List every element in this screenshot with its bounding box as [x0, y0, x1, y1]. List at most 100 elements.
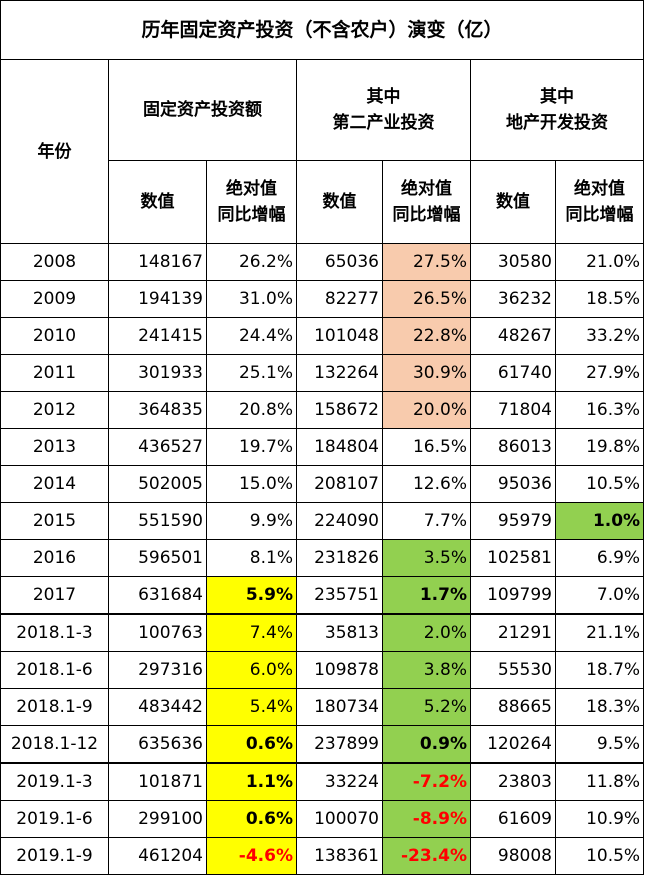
- secondary-group-header: 其中 第二产业投资: [296, 59, 471, 161]
- realestate-growth-cell: 1.0%: [554, 502, 645, 540]
- year-cell: 2010: [0, 317, 109, 355]
- secondary-value-cell: 208107: [296, 465, 383, 503]
- realestate-value-cell: 88665: [470, 688, 556, 726]
- fai-value-cell: 100763: [108, 613, 207, 652]
- realestate-growth-header: 绝对值 同比增幅: [554, 160, 645, 244]
- secondary-value-cell: 109878: [296, 651, 383, 689]
- fai-value-cell: 502005: [108, 465, 207, 503]
- fai-growth-header: 绝对值 同比增幅: [206, 160, 297, 244]
- realestate-growth-cell: 11.8%: [554, 762, 645, 801]
- table-row: 2012 364835 20.8% 158672 20.0% 71804 16.…: [0, 391, 645, 429]
- fai-value-cell: 551590: [108, 502, 207, 540]
- secondary-group-header-line2: 第二产业投资: [332, 113, 435, 133]
- secondary-growth-cell: 7.7%: [382, 502, 471, 540]
- fai-value-cell: 299100: [108, 800, 207, 838]
- realestate-value-cell: 95979: [470, 502, 556, 540]
- year-cell: 2016: [0, 539, 109, 577]
- secondary-value-cell: 224090: [296, 502, 383, 540]
- fai-growth-cell: 9.9%: [206, 502, 297, 540]
- fai-value-cell: 436527: [108, 428, 207, 466]
- table-row: 2010 241415 24.4% 101048 22.8% 48267 33.…: [0, 317, 645, 355]
- fai-growth-cell: 5.9%: [206, 576, 297, 615]
- fai-growth-header-line2: 同比增幅: [217, 205, 286, 225]
- table-row: 2018.1-12 635636 0.6% 237899 0.9% 120264…: [0, 725, 645, 764]
- table-row: 2013 436527 19.7% 184804 16.5% 86013 19.…: [0, 428, 645, 466]
- secondary-value-cell: 100070: [296, 800, 383, 838]
- secondary-growth-cell: 3.8%: [382, 651, 471, 689]
- realestate-value-cell: 55530: [470, 651, 556, 689]
- secondary-growth-header-line1: 绝对值: [401, 179, 452, 199]
- secondary-group-header-line1: 其中: [366, 87, 401, 107]
- secondary-growth-cell: 5.2%: [382, 688, 471, 726]
- year-cell: 2013: [0, 428, 109, 466]
- year-cell: 2018.1-9: [0, 688, 109, 726]
- secondary-value-cell: 138361: [296, 837, 383, 875]
- realestate-value-cell: 95036: [470, 465, 556, 503]
- realestate-growth-cell: 18.5%: [554, 280, 645, 318]
- table-row: 2018.1-3 100763 7.4% 35813 2.0% 21291 21…: [0, 613, 645, 652]
- fai-value-cell: 596501: [108, 539, 207, 577]
- fai-growth-cell: 26.2%: [206, 243, 297, 281]
- realestate-growth-cell: 18.7%: [554, 651, 645, 689]
- fai-value-cell: 364835: [108, 391, 207, 429]
- year-cell: 2009: [0, 280, 109, 318]
- secondary-growth-cell: 27.5%: [382, 243, 471, 281]
- secondary-growth-cell: 22.8%: [382, 317, 471, 355]
- secondary-value-cell: 82277: [296, 280, 383, 318]
- fai-value-cell: 301933: [108, 354, 207, 392]
- year-cell: 2014: [0, 465, 109, 503]
- realestate-growth-cell: 21.1%: [554, 613, 645, 652]
- secondary-value-cell: 132264: [296, 354, 383, 392]
- realestate-value-cell: 30580: [470, 243, 556, 281]
- fai-value-cell: 631684: [108, 576, 207, 615]
- realestate-value-cell: 61740: [470, 354, 556, 392]
- realestate-growth-cell: 33.2%: [554, 317, 645, 355]
- fai-value-cell: 635636: [108, 725, 207, 764]
- realestate-growth-header-line2: 同比增幅: [565, 205, 634, 225]
- secondary-growth-cell: 20.0%: [382, 391, 471, 429]
- realestate-value-cell: 98008: [470, 837, 556, 875]
- secondary-growth-header: 绝对值 同比增幅: [382, 160, 471, 244]
- year-cell: 2015: [0, 502, 109, 540]
- secondary-growth-cell: 3.5%: [382, 539, 471, 577]
- secondary-value-cell: 65036: [296, 243, 383, 281]
- secondary-growth-header-line2: 同比增幅: [392, 205, 461, 225]
- secondary-value-cell: 101048: [296, 317, 383, 355]
- table-row: 2019.1-9 461204 -4.6% 138361 -23.4% 9800…: [0, 837, 645, 875]
- secondary-value-cell: 180734: [296, 688, 383, 726]
- realestate-group-header-line2: 地产开发投资: [506, 113, 609, 133]
- secondary-growth-cell: 30.9%: [382, 354, 471, 392]
- realestate-value-cell: 23803: [470, 762, 556, 801]
- secondary-value-cell: 33224: [296, 762, 383, 801]
- table-row: 2016 596501 8.1% 231826 3.5% 102581 6.9%: [0, 539, 645, 577]
- year-cell: 2018.1-12: [0, 725, 109, 764]
- fai-growth-cell: 1.1%: [206, 762, 297, 801]
- year-cell: 2008: [0, 243, 109, 281]
- year-cell: 2011: [0, 354, 109, 392]
- fai-growth-cell: 5.4%: [206, 688, 297, 726]
- table-row: 2008 148167 26.2% 65036 27.5% 30580 21.0…: [0, 243, 645, 281]
- year-header: 年份: [0, 59, 109, 244]
- year-cell: 2019.1-3: [0, 762, 109, 801]
- table-row: 2019.1-3 101871 1.1% 33224 -7.2% 23803 1…: [0, 762, 645, 801]
- secondary-value-cell: 35813: [296, 613, 383, 652]
- year-cell: 2012: [0, 391, 109, 429]
- realestate-value-cell: 102581: [470, 539, 556, 577]
- secondary-value-cell: 184804: [296, 428, 383, 466]
- fai-growth-cell: 19.7%: [206, 428, 297, 466]
- realestate-value-cell: 71804: [470, 391, 556, 429]
- fai-growth-cell: 0.6%: [206, 800, 297, 838]
- fai-value-cell: 241415: [108, 317, 207, 355]
- fai-group-header: 固定资产投资额: [108, 59, 297, 161]
- secondary-growth-cell: 2.0%: [382, 613, 471, 652]
- fai-growth-header-line1: 绝对值: [226, 179, 277, 199]
- realestate-value-cell: 61609: [470, 800, 556, 838]
- fai-growth-cell: 15.0%: [206, 465, 297, 503]
- realestate-value-cell: 21291: [470, 613, 556, 652]
- year-cell: 2019.1-6: [0, 800, 109, 838]
- fai-growth-cell: 6.0%: [206, 651, 297, 689]
- secondary-value-cell: 237899: [296, 725, 383, 764]
- table-row: 2018.1-6 297316 6.0% 109878 3.8% 55530 1…: [0, 651, 645, 689]
- year-cell: 2018.1-6: [0, 651, 109, 689]
- realestate-growth-header-line1: 绝对值: [574, 179, 626, 199]
